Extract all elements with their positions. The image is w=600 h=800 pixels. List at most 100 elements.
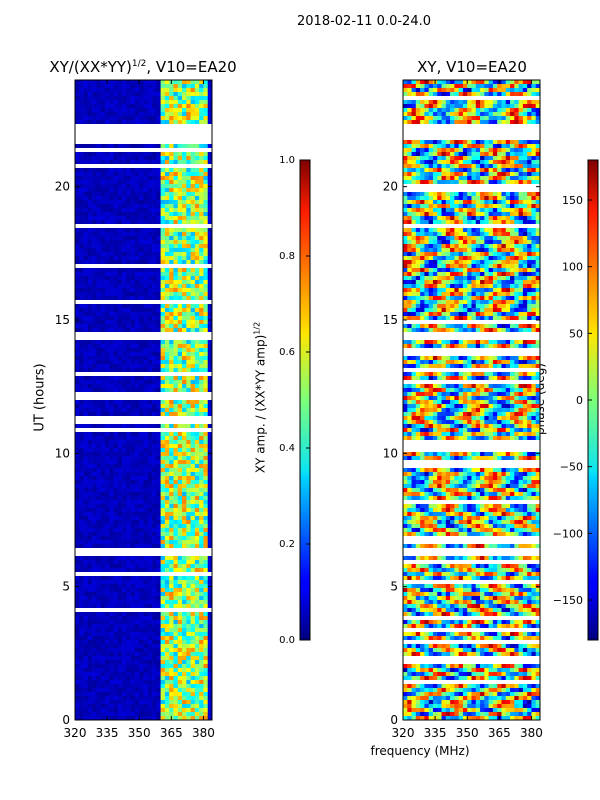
heatmap-cell (143, 408, 149, 413)
heatmap-cell (152, 456, 157, 461)
heatmap-cell (177, 672, 183, 677)
heatmap-cell (139, 484, 144, 489)
heatmap-cell (173, 472, 179, 477)
heatmap-cell (156, 196, 161, 201)
heatmap-cell (207, 176, 213, 181)
heatmap-cell (169, 676, 174, 681)
heatmap-cell (109, 656, 114, 661)
heatmap-cell (169, 328, 174, 333)
heatmap-cell (100, 576, 106, 581)
heatmap-cell (152, 672, 157, 677)
heatmap-cell (100, 492, 106, 497)
heatmap-cell (147, 356, 153, 361)
heatmap-cell (139, 580, 144, 585)
heatmap-cell (75, 628, 80, 633)
heatmap-cell (113, 388, 119, 393)
heatmap-cell (182, 204, 187, 209)
heatmap-cell (147, 316, 153, 321)
heatmap-cell (182, 180, 187, 185)
heatmap-cell (87, 544, 93, 549)
heatmap-cell (96, 400, 101, 405)
heatmap-cell (113, 216, 119, 221)
heatmap-cell (104, 432, 110, 437)
heatmap-cell (177, 272, 183, 277)
heatmap-cell (100, 680, 106, 685)
heatmap-cell (83, 472, 89, 477)
heatmap-cell (182, 668, 187, 673)
heatmap-cell (96, 136, 101, 141)
heatmap-cell (164, 164, 170, 169)
heatmap-cell (139, 592, 144, 597)
heatmap-cell (87, 252, 93, 257)
heatmap-cell (87, 596, 93, 601)
heatmap-cell (186, 272, 191, 277)
heatmap-cell (96, 200, 101, 205)
heatmap-cell (160, 608, 166, 613)
heatmap-cell (147, 300, 153, 305)
heatmap-cell (79, 264, 84, 269)
heatmap-cell (126, 164, 131, 169)
heatmap-cell (177, 332, 183, 337)
heatmap-cell (79, 632, 84, 637)
heatmap-cell (87, 320, 93, 325)
heatmap-cell (186, 484, 191, 489)
heatmap-cell (139, 92, 144, 97)
heatmap-cell (87, 328, 93, 333)
heatmap-cell (199, 616, 204, 621)
heatmap-cell (117, 380, 123, 385)
heatmap-cell (207, 364, 213, 369)
heatmap-cell (79, 416, 84, 421)
heatmap-cell (79, 300, 84, 305)
heatmap-cell (164, 636, 170, 641)
heatmap-cell (134, 492, 140, 497)
heatmap-cell (75, 556, 80, 561)
heatmap-cell (203, 548, 209, 553)
heatmap-cell (194, 168, 200, 173)
heatmap-cell (96, 688, 101, 693)
heatmap-cell (117, 604, 123, 609)
heatmap-cell (75, 432, 80, 437)
heatmap-cell (182, 676, 187, 681)
heatmap-cell (92, 684, 97, 689)
heatmap-cell (156, 452, 161, 457)
heatmap-cell (173, 152, 179, 157)
heatmap-cell (113, 640, 119, 645)
heatmap-cell (169, 644, 174, 649)
heatmap-cell (207, 628, 213, 633)
heatmap-cell (92, 260, 97, 265)
heatmap-cell (160, 528, 166, 533)
heatmap-cell (83, 580, 89, 585)
heatmap-cell (92, 516, 97, 521)
heatmap-cell (147, 456, 153, 461)
heatmap-cell (104, 580, 110, 585)
heatmap-cell (126, 384, 131, 389)
heatmap-cell (169, 300, 174, 305)
heatmap-cell (109, 696, 114, 701)
heatmap-cell (186, 88, 191, 93)
heatmap-cell (143, 684, 149, 689)
heatmap-cell (134, 240, 140, 245)
heatmap-cell (134, 296, 140, 301)
heatmap-cell (190, 692, 196, 697)
heatmap-cell (147, 360, 153, 365)
heatmap-cell (164, 656, 170, 661)
heatmap-cell (139, 468, 144, 473)
heatmap-cell (194, 152, 200, 157)
heatmap-cell (134, 268, 140, 273)
heatmap-cell (203, 688, 209, 693)
heatmap-cell (117, 624, 123, 629)
heatmap-cell (83, 240, 89, 245)
heatmap-cell (199, 388, 204, 393)
heatmap-cell (156, 80, 161, 85)
heatmap-cell (83, 596, 89, 601)
heatmap-cell (79, 476, 84, 481)
heatmap-cell (122, 324, 127, 329)
heatmap-cell (130, 364, 136, 369)
heatmap-cell (182, 192, 187, 197)
heatmap-cell (152, 208, 157, 213)
heatmap-cell (122, 640, 127, 645)
heatmap-cell (113, 100, 119, 105)
heatmap-cell (169, 244, 174, 249)
heatmap-cell (186, 564, 191, 569)
heatmap-cell (186, 148, 191, 153)
